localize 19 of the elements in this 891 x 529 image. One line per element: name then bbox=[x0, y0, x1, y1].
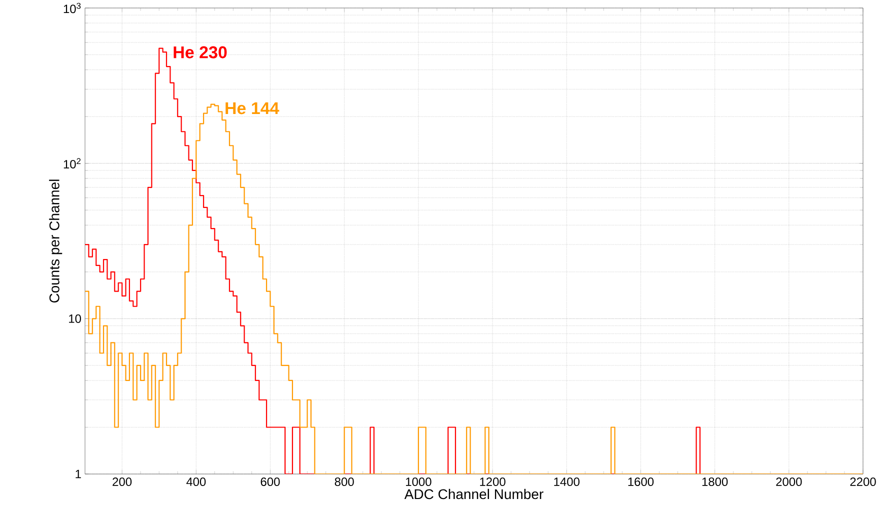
x-tick-label: 600 bbox=[260, 478, 280, 486]
y-tick-label: 10$^{3}$ bbox=[64, 2, 81, 14]
x-tick-label: 1600 bbox=[628, 478, 654, 486]
x-tick-label: 2000 bbox=[776, 478, 802, 486]
x-tick-label: 1400 bbox=[554, 478, 580, 486]
x-tick-label: 800 bbox=[334, 478, 354, 486]
series-label: He 144 bbox=[226, 102, 280, 114]
x-tick-label: 1200 bbox=[480, 478, 506, 486]
x-axis-title: ADC Channel Number bbox=[404, 488, 544, 500]
x-tick-label: 1000 bbox=[406, 478, 432, 486]
y-tick-label: 10$^{2}$ bbox=[64, 158, 81, 168]
x-tick-label: 2200 bbox=[850, 478, 876, 486]
x-tick-label: 1800 bbox=[702, 478, 728, 486]
y-axis-title: Counts per Channel bbox=[49, 180, 62, 303]
y-tick-label: 10 bbox=[69, 314, 82, 323]
x-tick-label: 200 bbox=[112, 478, 132, 486]
series-label: He 230 bbox=[174, 46, 227, 58]
x-tick-label: 400 bbox=[186, 478, 206, 486]
y-tick-label: 1 bbox=[76, 470, 81, 478]
